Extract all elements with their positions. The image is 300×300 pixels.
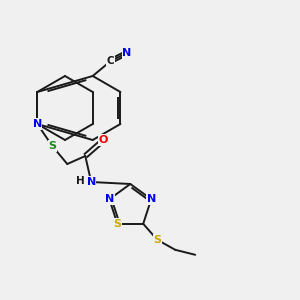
Text: H: H	[76, 176, 85, 186]
Text: S: S	[153, 235, 161, 245]
Text: N: N	[33, 119, 42, 129]
Text: S: S	[113, 219, 122, 229]
Text: N: N	[105, 194, 114, 204]
Text: S: S	[48, 141, 56, 151]
Text: N: N	[147, 194, 156, 204]
Text: O: O	[99, 135, 108, 145]
Text: N: N	[87, 177, 96, 187]
Text: C: C	[107, 56, 115, 66]
Text: N: N	[122, 48, 131, 58]
